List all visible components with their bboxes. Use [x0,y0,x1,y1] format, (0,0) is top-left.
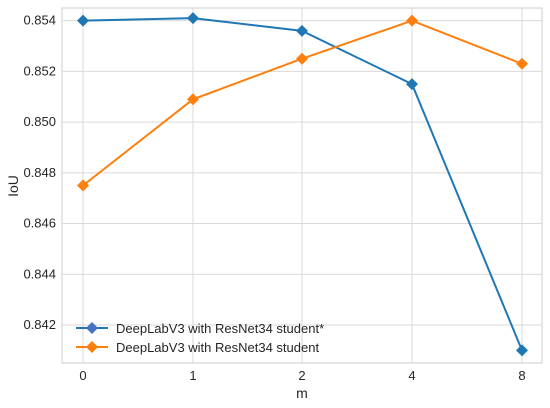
series-2 [77,14,528,192]
y-axis-label: IoU [5,175,21,197]
data-point [516,57,528,70]
x-tick-label: 4 [408,368,415,383]
y-tick-label: 0.848 [23,165,56,180]
legend: DeepLabV3 with ResNet34 student* DeepLabV… [76,321,324,355]
data-point [296,52,308,65]
legend-marker [86,322,98,334]
x-tick-label: 2 [298,368,305,383]
y-tick-label: 0.842 [23,317,56,332]
legend-label: DeepLabV3 with ResNet34 student [116,340,319,355]
legend-item: DeepLabV3 with ResNet34 student* [76,321,324,336]
x-tick-label: 1 [189,368,196,383]
grid-lines [62,8,542,363]
y-tick-label: 0.852 [23,63,56,78]
series-1 [77,12,528,357]
x-axis-label: m [296,385,308,401]
x-axis-ticks: 0 1 2 4 8 [79,368,525,383]
data-point [187,12,199,25]
y-tick-label: 0.854 [23,13,56,28]
series-group [77,12,528,357]
legend-label: DeepLabV3 with ResNet34 student* [116,321,324,336]
data-point [406,14,418,27]
y-axis-ticks: 0.842 0.844 0.846 0.848 0.850 0.852 0.854 [23,13,56,332]
data-point [77,179,89,192]
legend-item: DeepLabV3 with ResNet34 student [76,340,319,355]
data-point [406,78,418,91]
data-point [516,344,528,357]
data-point [187,93,199,106]
x-tick-label: 8 [518,368,525,383]
x-tick-label: 0 [79,368,86,383]
data-point [77,14,89,27]
y-tick-label: 0.846 [23,216,56,231]
legend-marker [86,341,98,353]
y-tick-label: 0.850 [23,114,56,129]
data-point [296,24,308,37]
y-tick-label: 0.844 [23,266,56,281]
